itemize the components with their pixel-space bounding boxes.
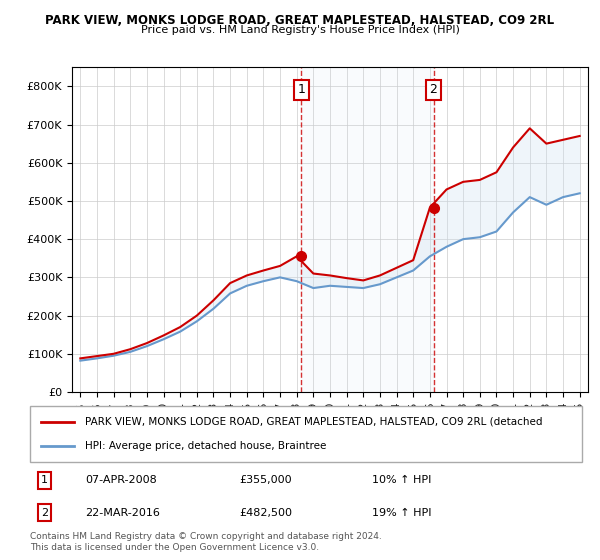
Text: 1: 1: [297, 83, 305, 96]
Text: 2: 2: [430, 83, 437, 96]
Text: £355,000: £355,000: [240, 475, 292, 486]
Text: 10% ↑ HPI: 10% ↑ HPI: [372, 475, 431, 486]
Text: 22-MAR-2016: 22-MAR-2016: [85, 508, 160, 517]
Text: Contains HM Land Registry data © Crown copyright and database right 2024.
This d: Contains HM Land Registry data © Crown c…: [30, 532, 382, 552]
Text: 2: 2: [41, 508, 48, 517]
Text: 1: 1: [41, 475, 48, 486]
Text: Price paid vs. HM Land Registry's House Price Index (HPI): Price paid vs. HM Land Registry's House …: [140, 25, 460, 35]
FancyBboxPatch shape: [30, 406, 582, 462]
Text: HPI: Average price, detached house, Braintree: HPI: Average price, detached house, Brai…: [85, 441, 326, 451]
Text: £482,500: £482,500: [240, 508, 293, 517]
Text: PARK VIEW, MONKS LODGE ROAD, GREAT MAPLESTEAD, HALSTEAD, CO9 2RL: PARK VIEW, MONKS LODGE ROAD, GREAT MAPLE…: [46, 14, 554, 27]
Text: 19% ↑ HPI: 19% ↑ HPI: [372, 508, 432, 517]
Text: PARK VIEW, MONKS LODGE ROAD, GREAT MAPLESTEAD, HALSTEAD, CO9 2RL (detached: PARK VIEW, MONKS LODGE ROAD, GREAT MAPLE…: [85, 417, 543, 427]
Bar: [301, 67, 434, 392]
Text: 07-APR-2008: 07-APR-2008: [85, 475, 157, 486]
